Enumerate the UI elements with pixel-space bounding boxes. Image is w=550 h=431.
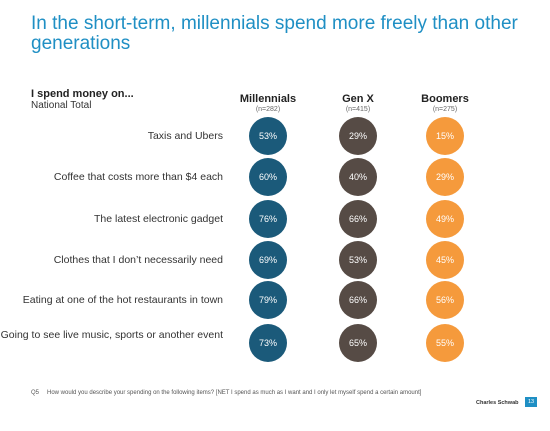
column-name: Boomers: [421, 93, 469, 105]
row-label: Eating at one of the hot restaurants in …: [22, 293, 223, 306]
column-sample-size: (n=282): [255, 106, 281, 113]
column-header-boomers: Boomers (n=275): [405, 93, 485, 114]
column-name: Gen X: [342, 93, 374, 105]
row-label: Taxis and Ubers: [147, 129, 223, 142]
row-label: Coffee that costs more than $4 each: [53, 170, 223, 183]
page-number: 13: [525, 397, 537, 407]
column-header-millennials: Millennials (n=282): [228, 93, 308, 114]
bubble-boomers: 15%: [426, 117, 464, 155]
bubble-millennials: 79%: [249, 281, 287, 319]
bubble-boomers: 56%: [426, 281, 464, 319]
bubble-millennials: 60%: [249, 158, 287, 196]
bubble-boomers: 45%: [426, 241, 464, 279]
bubble-boomers: 49%: [426, 200, 464, 238]
footnote-text: How would you describe your spending on …: [47, 390, 422, 396]
bubble-boomers: 55%: [426, 324, 464, 362]
brand-logo-text: Charles Schwab: [476, 400, 519, 406]
column-header-genx: Gen X (n=415): [318, 93, 398, 114]
footnote-question-number: Q5: [31, 390, 40, 396]
bubble-genx: 66%: [339, 200, 377, 238]
column-name: Millennials: [239, 93, 297, 105]
bubble-millennials: 53%: [249, 117, 287, 155]
bubble-genx: 66%: [339, 281, 377, 319]
chart-question: I spend money on...: [31, 88, 134, 100]
column-sample-size: (n=275): [432, 106, 458, 113]
bubble-boomers: 29%: [426, 158, 464, 196]
row-label: Clothes that I don’t necessarily need: [53, 253, 223, 266]
page-title: In the short-term, millennials spend mor…: [31, 13, 518, 54]
bubble-millennials: 69%: [249, 241, 287, 279]
footnote: Q5 How would you describe your spending o…: [31, 390, 421, 396]
bubble-genx: 40%: [339, 158, 377, 196]
bubble-millennials: 73%: [249, 324, 287, 362]
bubble-genx: 29%: [339, 117, 377, 155]
bubble-genx: 65%: [339, 324, 377, 362]
section-heading: I spend money on... National Total: [31, 88, 134, 112]
bubble-millennials: 76%: [249, 200, 287, 238]
bubble-genx: 53%: [339, 241, 377, 279]
row-label: The latest electronic gadget: [94, 212, 223, 225]
chart-base: National Total: [31, 100, 92, 111]
column-sample-size: (n=415): [345, 106, 371, 113]
row-label: Going to see live music, sports or anoth…: [0, 329, 223, 341]
